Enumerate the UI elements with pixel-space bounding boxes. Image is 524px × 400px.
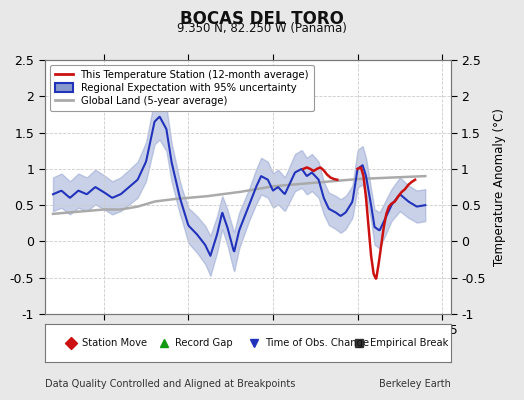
Text: BOCAS DEL TORO: BOCAS DEL TORO	[180, 10, 344, 28]
Legend: This Temperature Station (12-month average), Regional Expectation with 95% uncer: This Temperature Station (12-month avera…	[50, 65, 314, 111]
Text: Data Quality Controlled and Aligned at Breakpoints: Data Quality Controlled and Aligned at B…	[45, 379, 295, 389]
Text: Station Move: Station Move	[82, 338, 147, 348]
Y-axis label: Temperature Anomaly (°C): Temperature Anomaly (°C)	[493, 108, 506, 266]
Text: Empirical Break: Empirical Break	[370, 338, 449, 348]
Text: Time of Obs. Change: Time of Obs. Change	[265, 338, 369, 348]
Text: Record Gap: Record Gap	[176, 338, 233, 348]
Text: 9.350 N, 82.250 W (Panama): 9.350 N, 82.250 W (Panama)	[177, 22, 347, 35]
Text: Berkeley Earth: Berkeley Earth	[379, 379, 451, 389]
